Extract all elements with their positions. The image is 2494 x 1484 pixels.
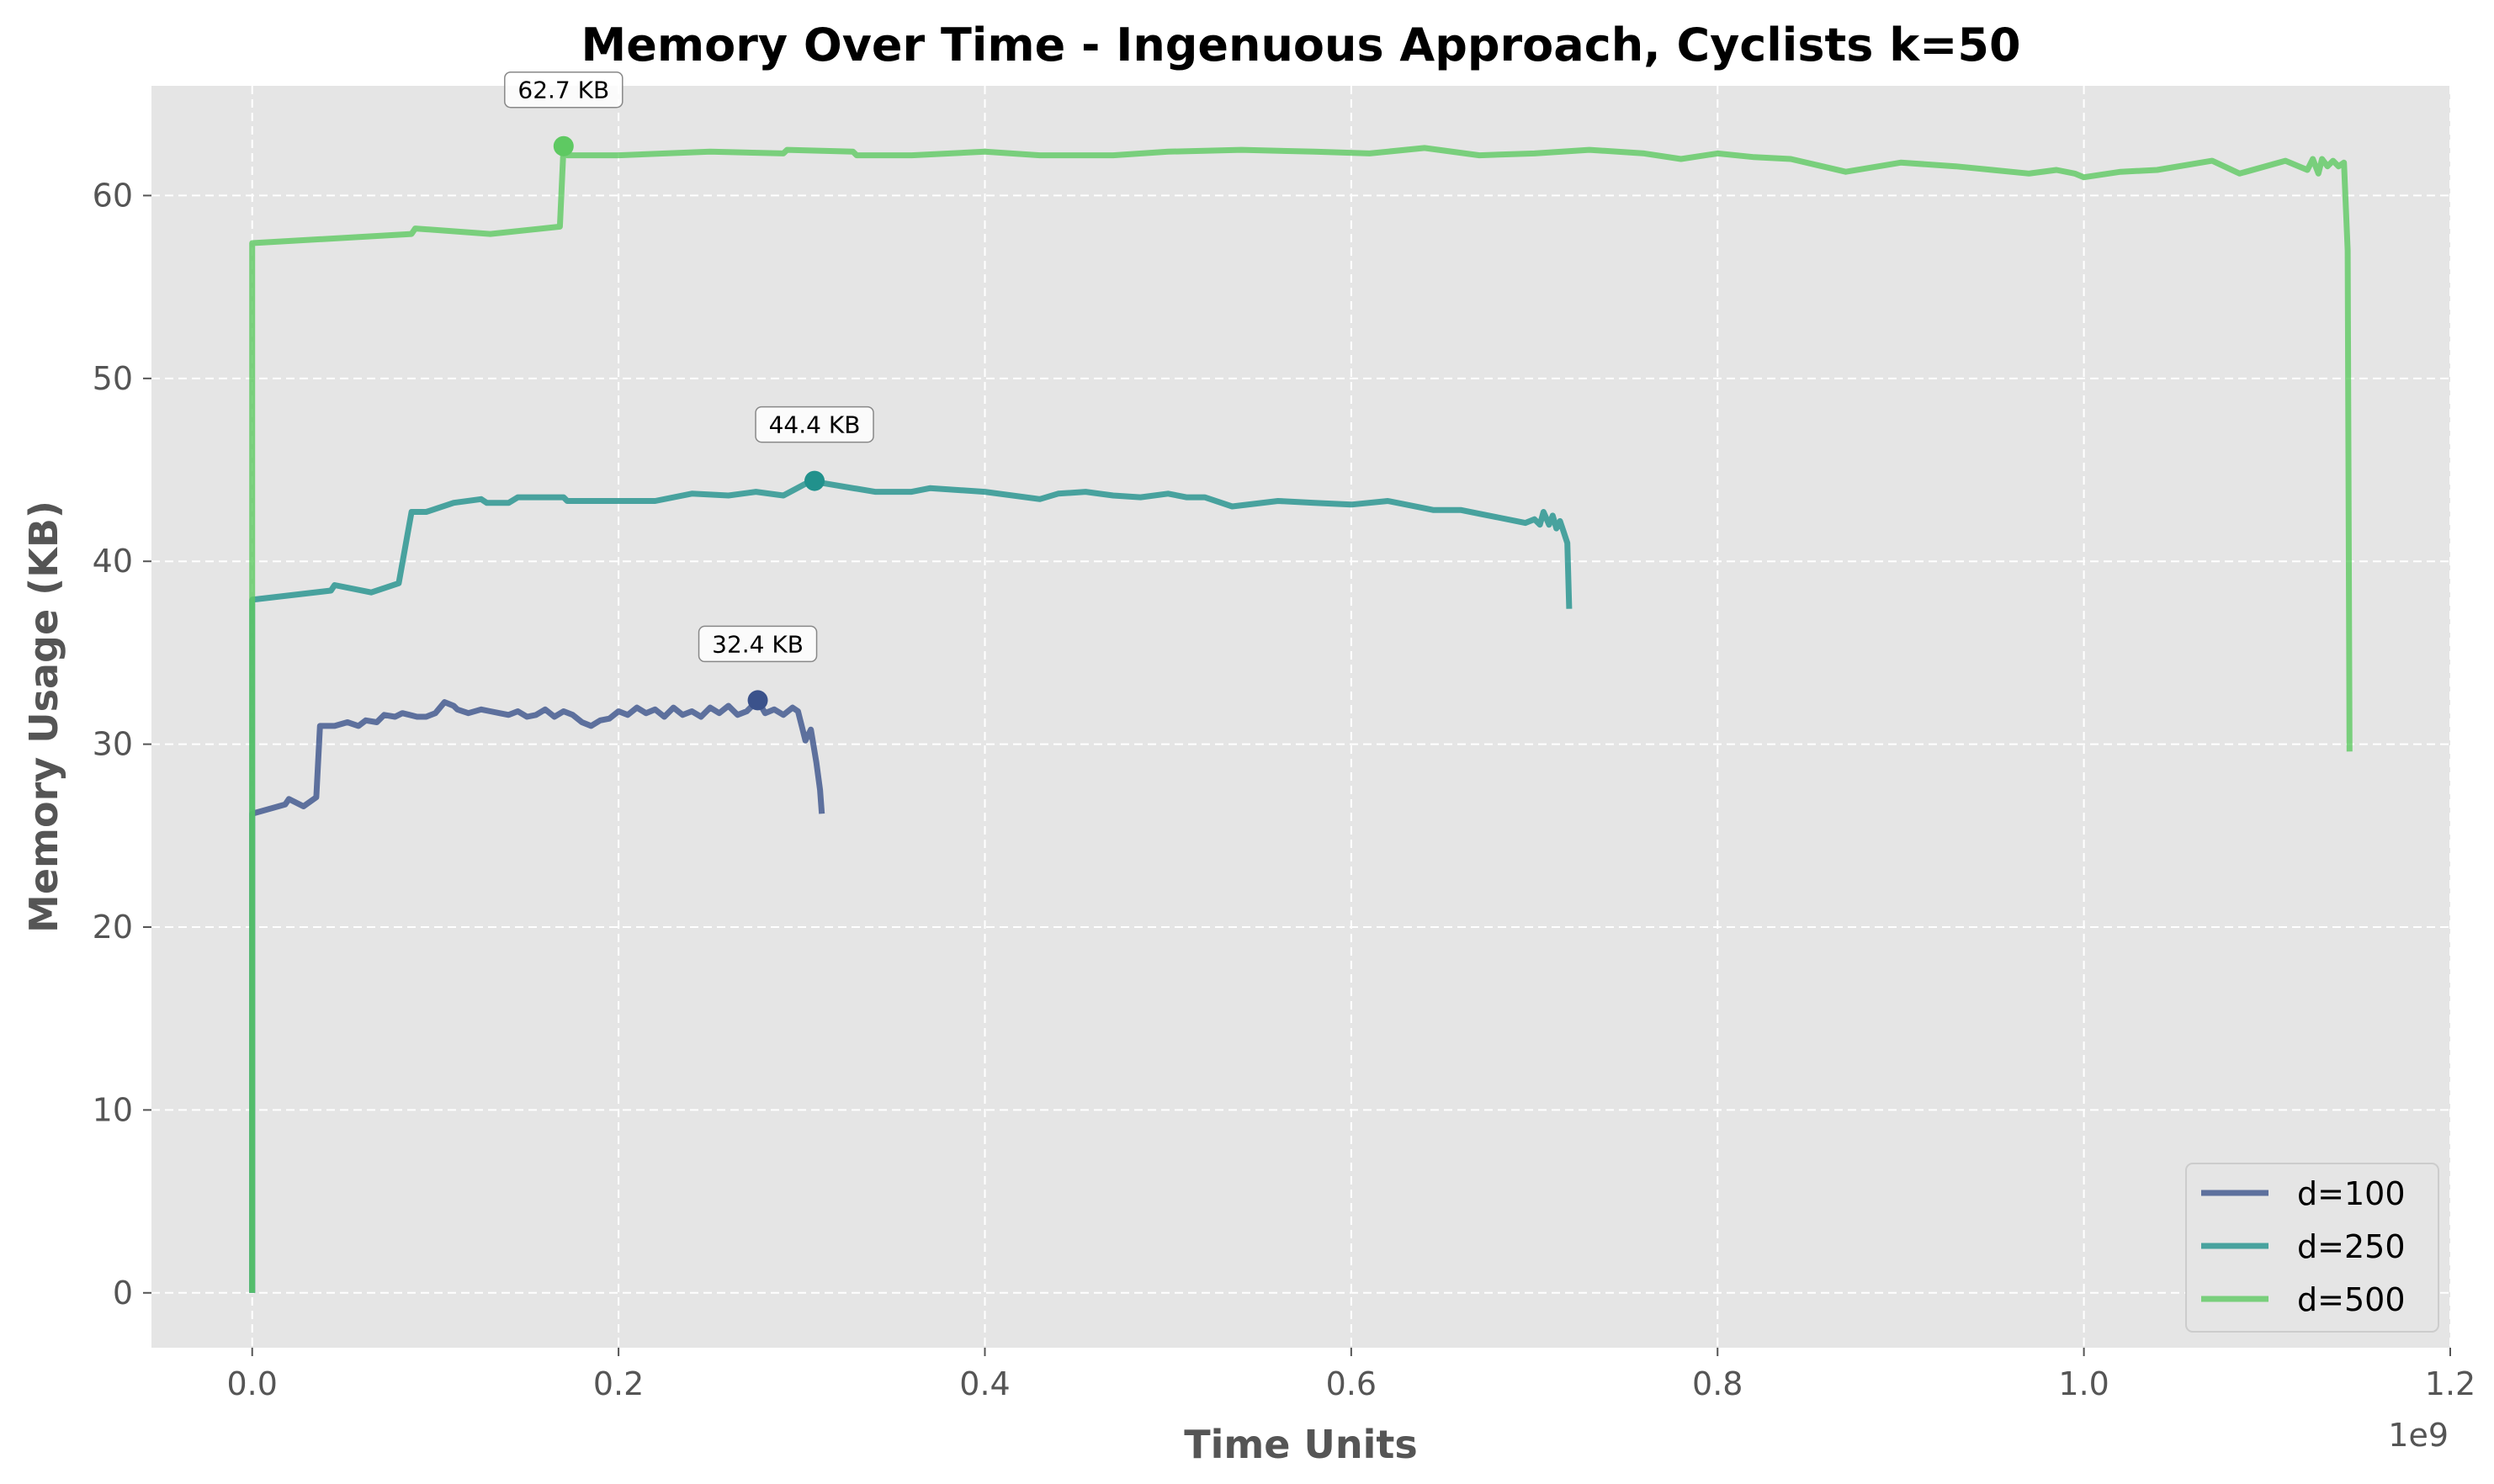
x-tick-label: 1.0 (2058, 1365, 2109, 1402)
x-axis-label: Time Units (1184, 1422, 1418, 1467)
peak-label-box-d500 (504, 71, 624, 109)
y-tick-label: 40 (93, 543, 133, 580)
x-tick-label: 0.4 (959, 1365, 1010, 1402)
x-tick-label: 0.8 (1692, 1365, 1743, 1402)
peak-label-box-d250 (755, 405, 874, 443)
y-axis-label: Memory Usage (KB) (21, 501, 66, 933)
legend: d=100 d=250 d=500 (2185, 1163, 2439, 1333)
legend-box (2185, 1163, 2439, 1333)
peak-label-d100: 32.4 KB (712, 630, 804, 658)
y-tick-label: 30 (93, 726, 133, 763)
legend-label-d500: d=500 (2297, 1281, 2406, 1318)
y-tick-label: 50 (93, 360, 133, 397)
y-axis-ticks: 0 10 20 30 40 50 60 (93, 177, 151, 1312)
peak-label-d250: 44.4 KB (769, 411, 861, 439)
series-line-d500 (249, 143, 2353, 1293)
series-line-d250 (249, 478, 1573, 1293)
chart-title: Memory Over Time - Ingenuous Approach, C… (581, 19, 2020, 72)
peak-annotations: 32.4 KB 44.4 KB 62.7 KB (504, 71, 874, 711)
y-tick-label: 0 (113, 1275, 133, 1312)
gridlines (151, 86, 2451, 1348)
legend-label-d100: d=100 (2297, 1175, 2406, 1212)
y-tick-label: 60 (93, 177, 133, 214)
x-tick-label: 0.6 (1326, 1365, 1377, 1402)
x-tick-label: 1.2 (2425, 1365, 2475, 1402)
y-tick-label: 20 (93, 909, 133, 946)
peak-marker-d250 (804, 470, 825, 491)
x-axis-offset-label: 1e9 (2388, 1417, 2449, 1454)
x-tick-label: 0.0 (227, 1365, 278, 1402)
peak-label-d500: 62.7 KB (517, 77, 609, 104)
x-axis-ticks: 0.0 0.2 0.4 0.6 0.8 1.0 1.2 (227, 1348, 2475, 1402)
y-tick-label: 10 (93, 1091, 133, 1128)
plot-area (151, 86, 2450, 1348)
x-tick-label: 0.2 (593, 1365, 644, 1402)
peak-label-box-d100 (698, 625, 818, 663)
peak-marker-d500 (553, 135, 574, 156)
peak-marker-d100 (747, 690, 768, 711)
legend-label-d250: d=250 (2297, 1228, 2406, 1265)
